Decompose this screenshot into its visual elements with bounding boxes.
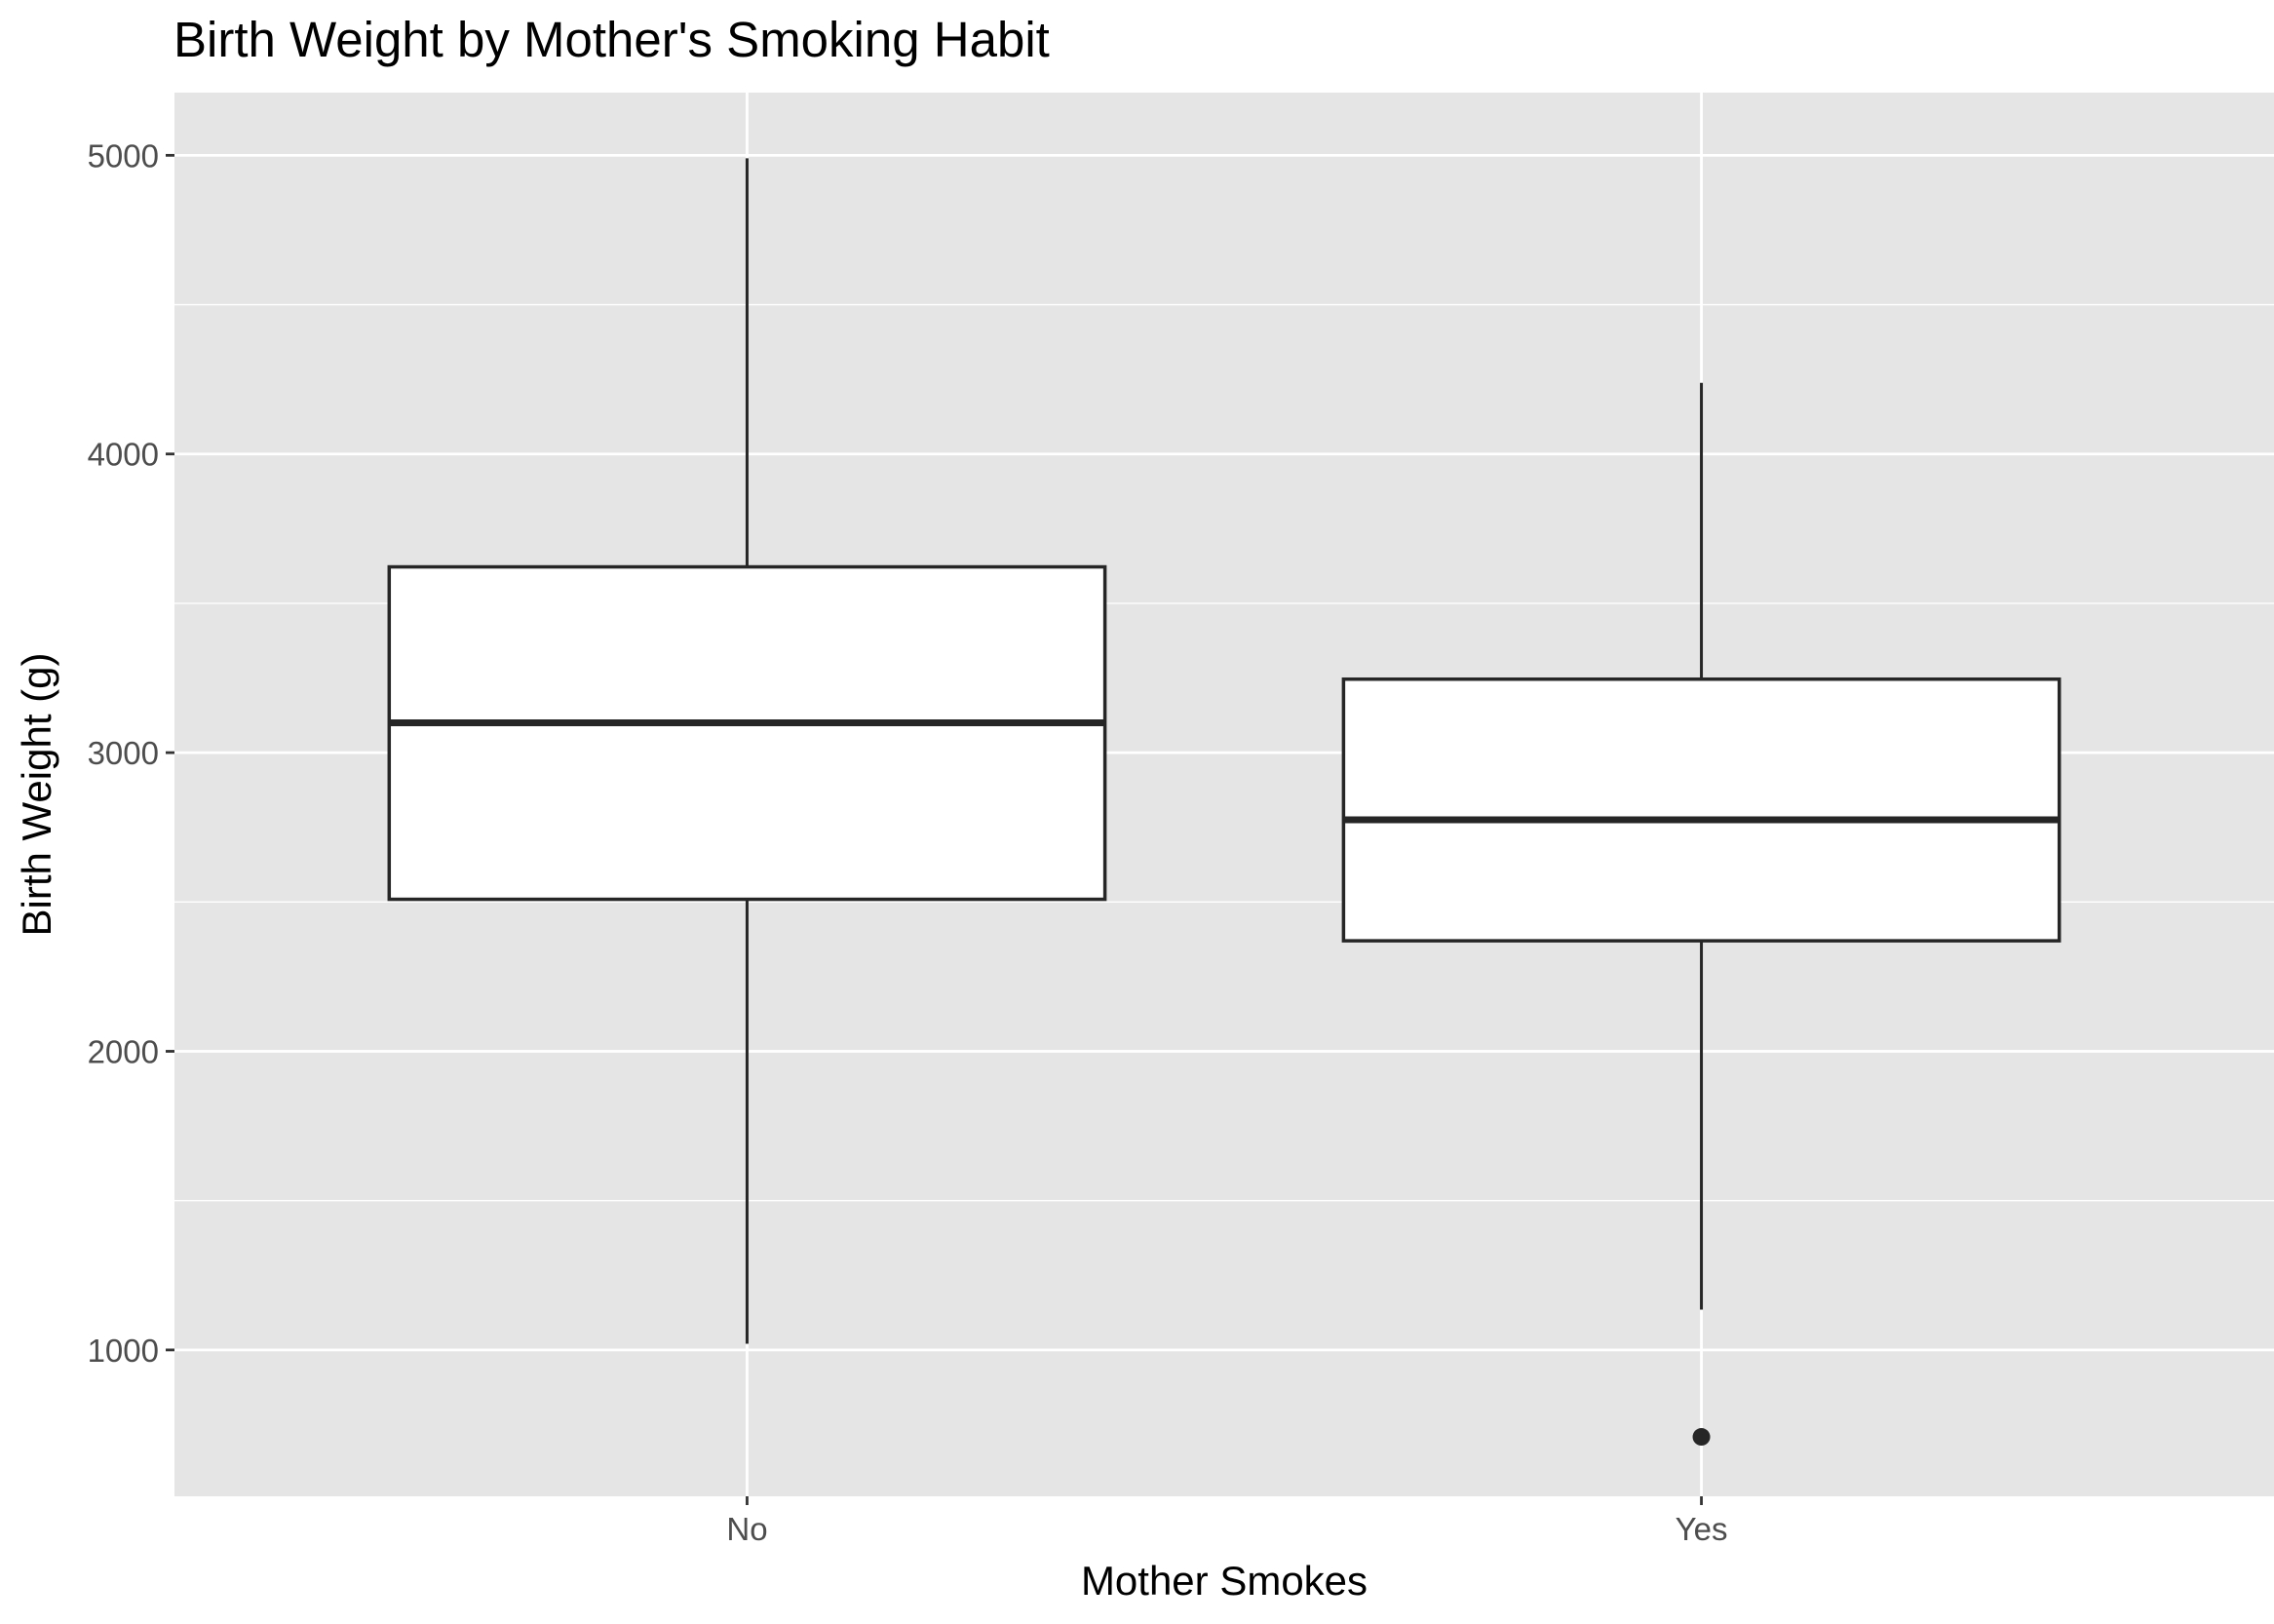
y-tick-label: 4000	[88, 437, 159, 473]
box-iqr	[1341, 677, 2062, 943]
x-tick-label: No	[726, 1511, 767, 1547]
box-no	[387, 158, 1107, 1344]
box-yes	[1341, 382, 2062, 1447]
boxplot-series	[387, 158, 2062, 1447]
box-iqr	[387, 564, 1107, 902]
y-tick-label: 2000	[88, 1033, 159, 1069]
y-tick-label: 3000	[88, 735, 159, 771]
y-tick-label: 1000	[88, 1333, 159, 1369]
x-axis-title: Mother Smokes	[1081, 1558, 1368, 1604]
y-axis-title: Birth Weight (g)	[14, 653, 59, 937]
x-axis: No Yes	[726, 1496, 1727, 1547]
y-axis: 1000 2000 3000 4000 5000	[88, 137, 174, 1369]
outlier-point	[1692, 1428, 1711, 1447]
y-tick-label: 5000	[88, 137, 159, 174]
x-tick-label: Yes	[1676, 1511, 1728, 1547]
chart-title: Birth Weight by Mother's Smoking Habit	[173, 12, 1050, 67]
